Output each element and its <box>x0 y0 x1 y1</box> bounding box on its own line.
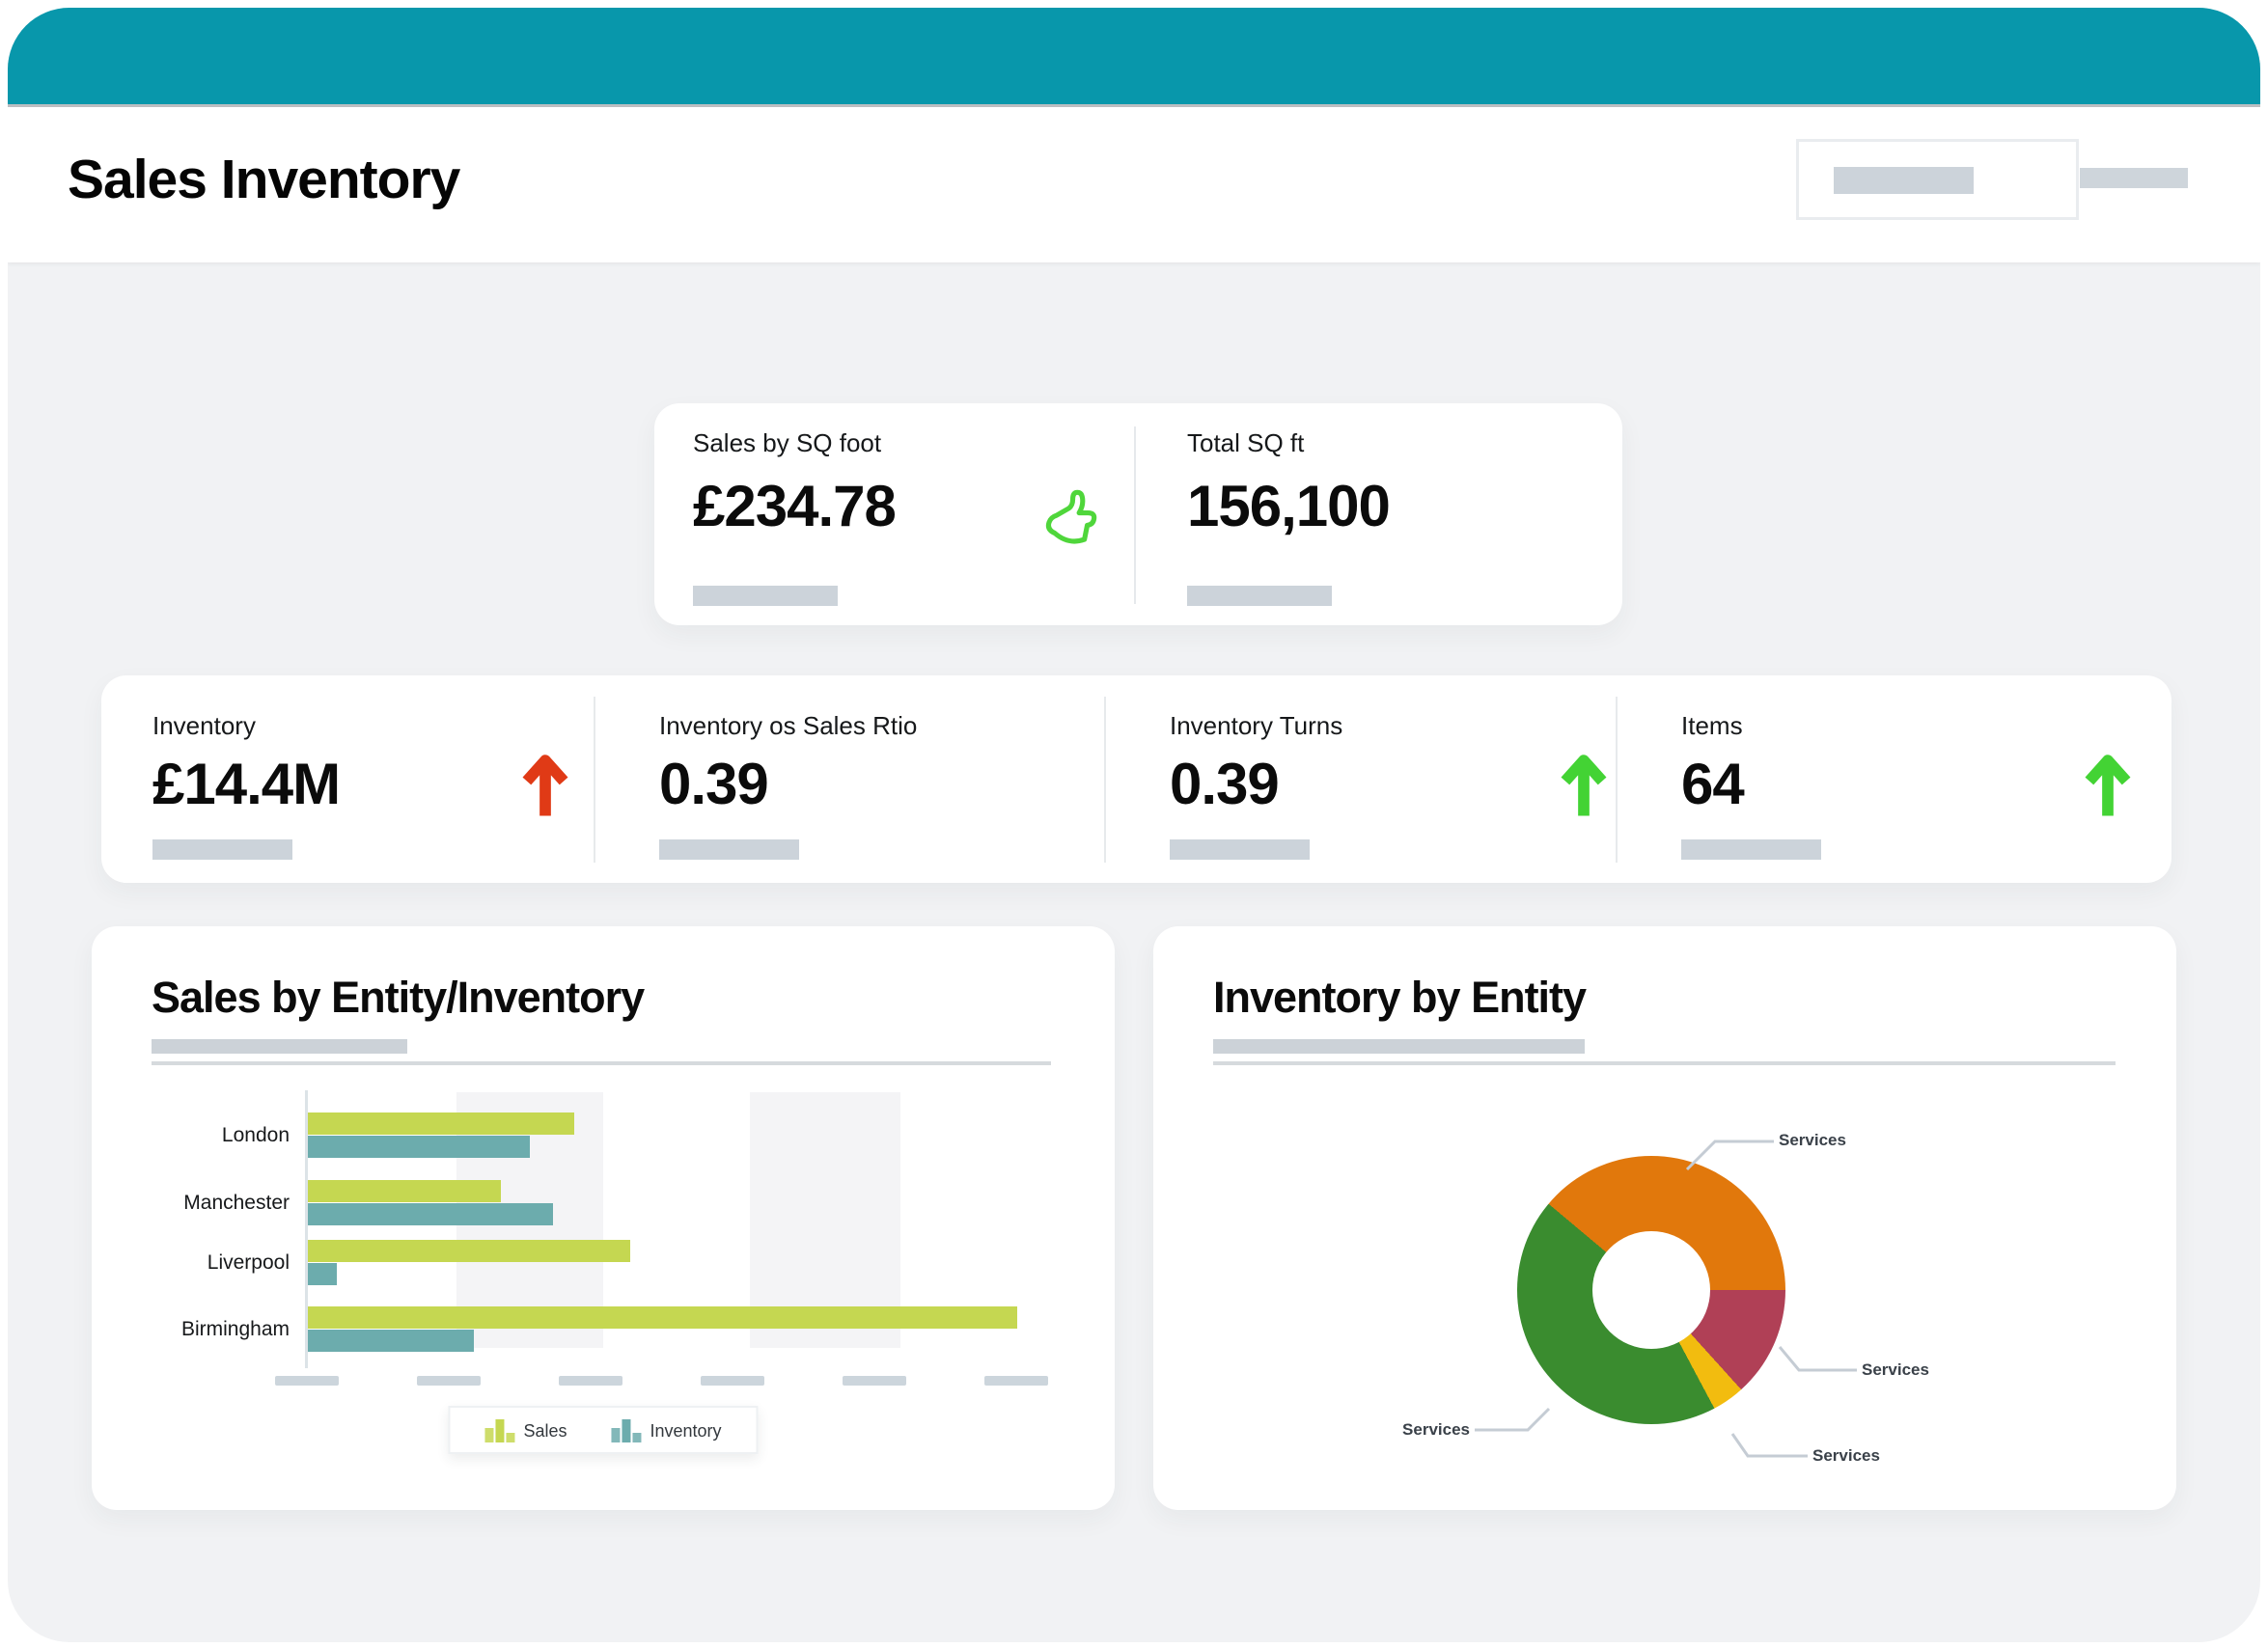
kpi-skeleton-bar <box>659 839 799 860</box>
donut-slice-label: Services <box>1402 1420 1470 1439</box>
chart-divider <box>1213 1061 2116 1065</box>
kpi-value: 0.39 <box>659 752 769 816</box>
kpi-items: Items 64 <box>1681 675 2131 883</box>
kpi-value: 156,100 <box>1187 474 1391 538</box>
y-axis-category-label: Birmingham <box>180 1318 290 1340</box>
kpi-skeleton-bar <box>1681 839 1821 860</box>
y-axis-line <box>305 1090 308 1368</box>
x-axis-tick-skeleton <box>275 1376 339 1386</box>
kpi-label: Inventory Turns <box>1170 711 1343 740</box>
legend-item-inventory[interactable]: Inventory <box>611 1417 722 1442</box>
thumbs-up-icon <box>1045 489 1097 544</box>
kpi-label: Sales by SQ foot <box>693 428 882 457</box>
dashboard-frame: Sales Inventory Sales by SQ foot £234.78… <box>8 8 2260 1642</box>
chart-title: Inventory by Entity <box>1213 973 1587 1022</box>
kpi-skeleton-bar <box>1187 586 1332 606</box>
donut-callout-lines <box>1475 1140 1857 1458</box>
kpi-skeleton-bar <box>1170 839 1310 860</box>
trend-up-icon <box>2085 755 2131 816</box>
legend-label: Inventory <box>650 1421 722 1441</box>
bar-inventory-london[interactable] <box>308 1136 530 1158</box>
kpi-skeleton-bar <box>152 839 292 860</box>
chart-title: Sales by Entity/Inventory <box>152 973 645 1022</box>
x-axis-tick-skeleton <box>984 1376 1048 1386</box>
bar-chart-swatch-icon <box>484 1417 515 1442</box>
selector-skeleton-bar <box>1834 167 1974 194</box>
kpi-skeleton-bar <box>693 586 838 606</box>
y-axis-category-label: Liverpool <box>207 1251 290 1274</box>
kpi-label: Total SQ ft <box>1187 428 1305 457</box>
x-axis-tick-skeleton <box>701 1376 764 1386</box>
donut-slice-label: Services <box>1779 1131 1846 1149</box>
page-title: Sales Inventory <box>68 149 460 210</box>
chart-skeleton-bar <box>152 1039 407 1054</box>
chart-legend: Sales Inventory <box>448 1406 759 1454</box>
legend-label: Sales <box>523 1421 567 1441</box>
bar-sales-liverpool[interactable] <box>308 1240 630 1262</box>
trend-up-icon <box>1561 755 1607 816</box>
kpi-row-card: Inventory £14.4M Inventory os Sales Rtio… <box>101 675 2171 883</box>
grid-band <box>750 1092 900 1348</box>
chart-skeleton-bar <box>1213 1039 1585 1054</box>
donut-hole <box>1592 1231 1710 1349</box>
kpi-label: Inventory <box>152 711 256 740</box>
sales-by-entity-chart-card: Sales by Entity/Inventory London Manchest… <box>92 926 1115 1510</box>
donut-slice-label: Services <box>1862 1360 1929 1379</box>
kpi-inventory: Inventory £14.4M <box>152 675 587 883</box>
kpi-label: Inventory os Sales Rtio <box>659 711 918 740</box>
kpi-divider <box>1134 426 1136 604</box>
bar-inventory-manchester[interactable] <box>308 1203 553 1225</box>
bar-sales-london[interactable] <box>308 1112 574 1135</box>
kpi-value: £234.78 <box>693 474 897 538</box>
bar-chart-swatch-icon <box>611 1417 642 1442</box>
x-axis-tick-skeleton <box>417 1376 481 1386</box>
chart-divider <box>152 1061 1051 1065</box>
trend-up-icon <box>522 755 568 816</box>
inventory-by-entity-chart-card: Inventory by Entity Services Services Se… <box>1153 926 2176 1510</box>
header: Sales Inventory <box>8 107 2260 262</box>
y-axis-category-label: London <box>221 1124 290 1146</box>
bar-sales-birmingham[interactable] <box>308 1306 1017 1329</box>
x-axis-tick-skeleton <box>843 1376 906 1386</box>
bar-sales-manchester[interactable] <box>308 1180 501 1202</box>
kpi-inventory-sales-ratio: Inventory os Sales Rtio 0.39 <box>659 675 1093 883</box>
kpi-value: 0.39 <box>1170 752 1280 816</box>
kpi-value: £14.4M <box>152 752 341 816</box>
header-skeleton-line <box>2080 168 2188 188</box>
bar-inventory-birmingham[interactable] <box>308 1330 474 1352</box>
kpi-divider <box>1104 697 1106 863</box>
bar-chart-plot: London Manchester Liverpool Birmingham <box>92 926 1115 1510</box>
kpi-card-sq-foot: Sales by SQ foot £234.78 Total SQ ft 156… <box>654 403 1622 625</box>
x-axis-tick-skeleton <box>559 1376 622 1386</box>
kpi-value: 64 <box>1681 752 1745 816</box>
kpi-inventory-turns: Inventory Turns 0.39 <box>1170 675 1607 883</box>
bar-inventory-liverpool[interactable] <box>308 1263 337 1285</box>
kpi-divider <box>1616 697 1618 863</box>
kpi-divider <box>594 697 595 863</box>
donut-slice-label: Services <box>1812 1446 1880 1465</box>
header-selector-placeholder[interactable] <box>1796 139 2079 220</box>
y-axis-category-label: Manchester <box>183 1192 290 1214</box>
legend-item-sales[interactable]: Sales <box>484 1417 567 1442</box>
top-accent-bar <box>8 8 2260 104</box>
kpi-label: Items <box>1681 711 1743 740</box>
